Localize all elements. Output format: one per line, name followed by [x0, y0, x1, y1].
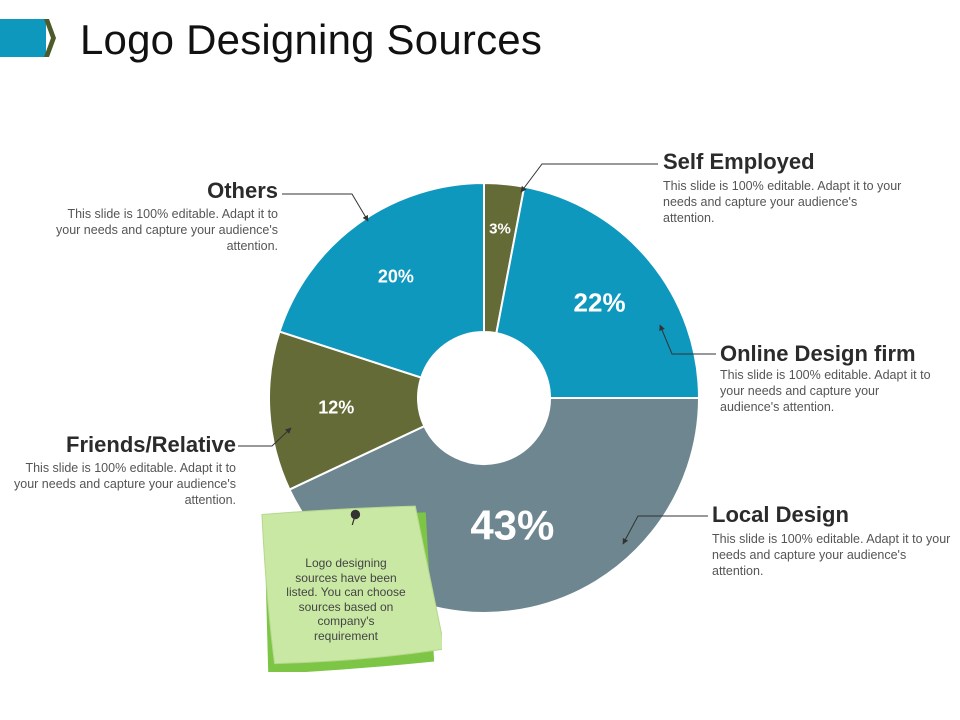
title-chevron-icon — [44, 19, 56, 57]
slice-label: 20% — [378, 267, 414, 287]
callout-friends-relative: Friends/Relative This slide is 100% edit… — [6, 432, 236, 508]
callout-title: Local Design — [712, 502, 849, 527]
callout-self-employed: Self Employed This slide is 100% editabl… — [663, 149, 903, 226]
sticky-note — [261, 505, 442, 672]
callout-online-design-firm: Online Design firm This slide is 100% ed… — [720, 341, 935, 415]
donut-slice-online-design-firm — [495, 185, 701, 399]
donut-slice-others — [278, 181, 485, 379]
sticky-note-text: Logo designing sources have been listed.… — [286, 556, 406, 643]
callout-local-design: Local Design This slide is 100% editable… — [712, 502, 954, 579]
leader-line-others — [282, 193, 369, 222]
slice-label: 43% — [470, 501, 554, 548]
callout-title: Friends/Relative — [66, 432, 236, 457]
callout-desc: This slide is 100% editable. Adapt it to… — [56, 207, 278, 253]
callout-title: Self Employed — [663, 149, 815, 174]
leader-line-self-employed — [520, 163, 658, 193]
leader-line-online — [659, 324, 716, 355]
page-title: Logo Designing Sources — [80, 16, 543, 63]
slice-label: 3% — [489, 220, 511, 237]
slice-label: 12% — [318, 397, 354, 417]
callout-desc: This slide is 100% editable. Adapt it to… — [14, 461, 236, 507]
callout-desc: This slide is 100% editable. Adapt it to… — [720, 368, 931, 414]
callout-title: Others — [207, 178, 278, 203]
donut-slice-friends-relative — [268, 330, 426, 491]
callout-desc: This slide is 100% editable. Adapt it to… — [663, 179, 902, 225]
title-accent-bar — [0, 19, 46, 57]
leader-line-local — [622, 515, 708, 545]
callout-desc: This slide is 100% editable. Adapt it to… — [712, 532, 951, 578]
leader-line-friends — [238, 427, 292, 447]
slice-label: 22% — [574, 287, 626, 317]
callout-title: Online Design firm — [720, 341, 916, 366]
callout-others: Others This slide is 100% editable. Adap… — [48, 178, 278, 254]
